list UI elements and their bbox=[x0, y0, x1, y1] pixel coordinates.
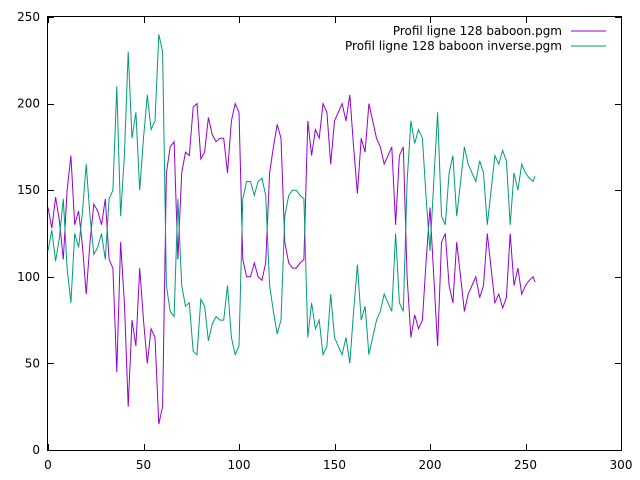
series-line-1 bbox=[47, 94, 536, 425]
axis-ticks: 0 50 100 150 200 250 300 0 50 100 150 200 250 bbox=[17, 10, 632, 472]
x-tick-label: 50 bbox=[136, 458, 151, 472]
y-tick-label: 200 bbox=[17, 97, 40, 111]
x-tick-label: 100 bbox=[228, 458, 251, 472]
x-tick-label: 150 bbox=[323, 458, 346, 472]
legend-label-series-1: Profil ligne 128 baboon.pgm bbox=[393, 24, 562, 38]
y-tick-label: 150 bbox=[17, 183, 40, 197]
legend-label-series-2: Profil ligne 128 baboon inverse.pgm bbox=[345, 39, 562, 53]
y-tick-label: 250 bbox=[17, 10, 40, 24]
x-tick-label: 300 bbox=[610, 458, 633, 472]
series-lines bbox=[47, 34, 536, 425]
series-line-2 bbox=[47, 34, 536, 364]
x-tick-label: 250 bbox=[514, 458, 537, 472]
y-tick-label: 0 bbox=[32, 443, 40, 457]
y-tick-label: 50 bbox=[25, 356, 40, 370]
x-tick-label: 200 bbox=[419, 458, 442, 472]
y-tick-label: 100 bbox=[17, 270, 40, 284]
x-tick-label: 0 bbox=[44, 458, 52, 472]
legend: Profil ligne 128 baboon.pgm Profil ligne… bbox=[345, 24, 606, 53]
plot-border bbox=[47, 16, 622, 451]
